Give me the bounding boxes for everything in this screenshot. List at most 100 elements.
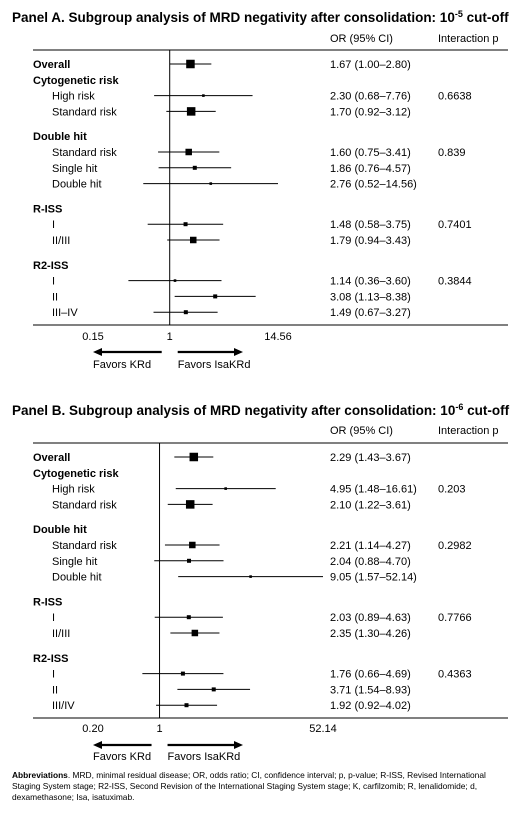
panel-b-tick-label: 52.14 (309, 723, 337, 735)
panel-b-or-value: 2.04 (0.88–4.70) (330, 556, 411, 568)
panel-a-row-label: Double hit (52, 179, 102, 191)
panel-a-or-value: 1.86 (0.76–4.57) (330, 163, 411, 175)
panel-a-interaction-p: 0.7401 (438, 219, 472, 231)
panel-b-row-label: I (52, 612, 55, 624)
footnote-heading: Abbreviations (12, 770, 68, 780)
panel-a-point-estimate (173, 279, 177, 282)
panel-b-or-value: 3.71 (1.54–8.93) (330, 684, 411, 696)
panel-b-or-value: 2.29 (1.43–3.67) (330, 452, 411, 464)
panel-b-point-estimate (224, 487, 227, 490)
panel-a-favors-left-arrowhead (93, 348, 102, 356)
panel-a-or-value: 3.08 (1.13–8.38) (330, 291, 411, 303)
panel-a-title: Panel A. Subgroup analysis of MRD negati… (12, 9, 509, 25)
panel-a-row-label: Double hit (33, 131, 87, 143)
panel-a-point-estimate (189, 236, 197, 244)
panel-b-point-estimate (249, 575, 252, 578)
panel-a-row-label: III–IV (52, 307, 78, 319)
panel-b-or-value: 2.35 (1.30–4.26) (330, 628, 411, 640)
panel-b-tick-label: 0.20 (82, 723, 103, 735)
panel-a-row-label: II (52, 291, 58, 303)
panel-a-favors-right-label: Favors IsaKRd (178, 359, 251, 371)
panel-b-point-estimate (184, 703, 189, 708)
panel-a-row-label: R-ISS (33, 203, 62, 215)
panel-b-point-estimate (185, 500, 195, 509)
panel-b-point-estimate (180, 671, 185, 676)
panel-b-favors-left-arrowhead (93, 741, 102, 749)
panel-a-row-label: Standard risk (52, 147, 117, 159)
panel-a-row-label: Single hit (52, 163, 97, 175)
panel-a-tick-label: 0.15 (82, 331, 103, 343)
panel-b-title: Panel B. Subgroup analysis of MRD negati… (12, 402, 510, 418)
panel-a-or-value: 1.14 (0.36–3.60) (330, 276, 411, 288)
panel-a-interaction-p: 0.3844 (438, 276, 472, 288)
panel-a-row-label: I (52, 276, 55, 288)
panel-a-or-value: 1.49 (0.67–3.27) (330, 307, 411, 319)
panel-b-col-p-header: Interaction p (438, 425, 499, 437)
panel-b-point-estimate (187, 558, 192, 563)
panel-b-row-label: Overall (33, 452, 70, 464)
panel-b-col-or-header: OR (95% CI) (330, 425, 393, 437)
panel-b-row-label: III/IV (52, 700, 75, 712)
panel-b-or-value: 2.21 (1.14–4.27) (330, 540, 411, 552)
panel-b-row-label: II (52, 684, 58, 696)
panel-a-interaction-p: 0.839 (438, 147, 466, 159)
panel-a-point-estimate (186, 59, 195, 69)
panel-b-row-label: Double hit (52, 572, 102, 584)
panel-a-row-label: II/III (52, 235, 70, 247)
panel-a-point-estimate (186, 107, 196, 116)
panel-a-tick-label: 1 (167, 331, 173, 343)
panel-b-row-label: Cytogenetic risk (33, 468, 119, 480)
panel-a-point-estimate (183, 222, 188, 227)
panel-a-tick-label: 14.56 (264, 331, 292, 343)
panel-b-favors-right-label: Favors IsaKRd (168, 751, 241, 763)
panel-b-or-value: 2.10 (1.22–3.61) (330, 499, 411, 511)
panel-b-row-label: R-ISS (33, 596, 62, 608)
panel-a-or-value: 1.67 (1.00–2.80) (330, 59, 411, 71)
panel-a-point-estimate (209, 182, 213, 185)
panel-a-point-estimate (202, 94, 205, 97)
panel-b-row-label: Standard risk (52, 499, 117, 511)
panel-b-row-label: R2-ISS (33, 653, 68, 665)
abbreviations-footnote: Abbreviations. MRD, minimal residual dis… (12, 770, 512, 803)
panel-b-favors-right-arrowhead (234, 741, 243, 749)
panel-b-or-value: 9.05 (1.57–52.14) (330, 572, 417, 584)
panel-b-interaction-p: 0.4363 (438, 669, 472, 681)
panel-a-row-label: I (52, 219, 55, 231)
panel-b-or-value: 1.76 (0.66–4.69) (330, 669, 411, 681)
panel-b-point-estimate (189, 452, 199, 462)
panel-b-point-estimate (186, 615, 191, 620)
panel-a-or-value: 1.79 (0.94–3.43) (330, 235, 411, 247)
panel-a-row-label: R2-ISS (33, 260, 68, 272)
panel-b-row-label: II/III (52, 628, 70, 640)
panel-a-row-label: Overall (33, 59, 70, 71)
panel-b-or-value: 2.03 (0.89–4.63) (330, 612, 411, 624)
panel-a-favors-left-label: Favors KRd (93, 359, 151, 371)
panel-a-interaction-p: 0.6638 (438, 91, 472, 103)
panel-b-row-label: Double hit (33, 524, 87, 536)
panel-b-interaction-p: 0.203 (438, 484, 466, 496)
panel-b-or-value: 4.95 (1.48–16.61) (330, 484, 417, 496)
panel-a-col-p-header: Interaction p (438, 33, 499, 45)
panel-a-or-value: 2.76 (0.52–14.56) (330, 179, 417, 191)
panel-a-point-estimate (192, 165, 197, 170)
panel-b-row-label: Single hit (52, 556, 97, 568)
panel-a-point-estimate (213, 294, 218, 299)
panel-a-or-value: 2.30 (0.68–7.76) (330, 91, 411, 103)
panel-b-interaction-p: 0.2982 (438, 540, 472, 552)
panel-a-row-label: Cytogenetic risk (33, 75, 119, 87)
panel-a-or-value: 1.60 (0.75–3.41) (330, 147, 411, 159)
panel-b-row-label: Standard risk (52, 540, 117, 552)
panel-a-or-value: 1.70 (0.92–3.12) (330, 106, 411, 118)
panel-b-point-estimate (189, 541, 196, 549)
panel-b-point-estimate (191, 629, 199, 637)
panel-b-row-label: I (52, 669, 55, 681)
panel-b-row-label: High risk (52, 484, 95, 496)
panel-a-favors-right-arrowhead (234, 348, 243, 356)
panel-a-row-label: Standard risk (52, 106, 117, 118)
panel-b-point-estimate (211, 687, 216, 692)
panel-a-row-label: High risk (52, 91, 95, 103)
panel-a-point-estimate (183, 310, 188, 315)
panel-b-tick-label: 1 (156, 723, 162, 735)
panel-b-favors-left-label: Favors KRd (93, 751, 151, 763)
